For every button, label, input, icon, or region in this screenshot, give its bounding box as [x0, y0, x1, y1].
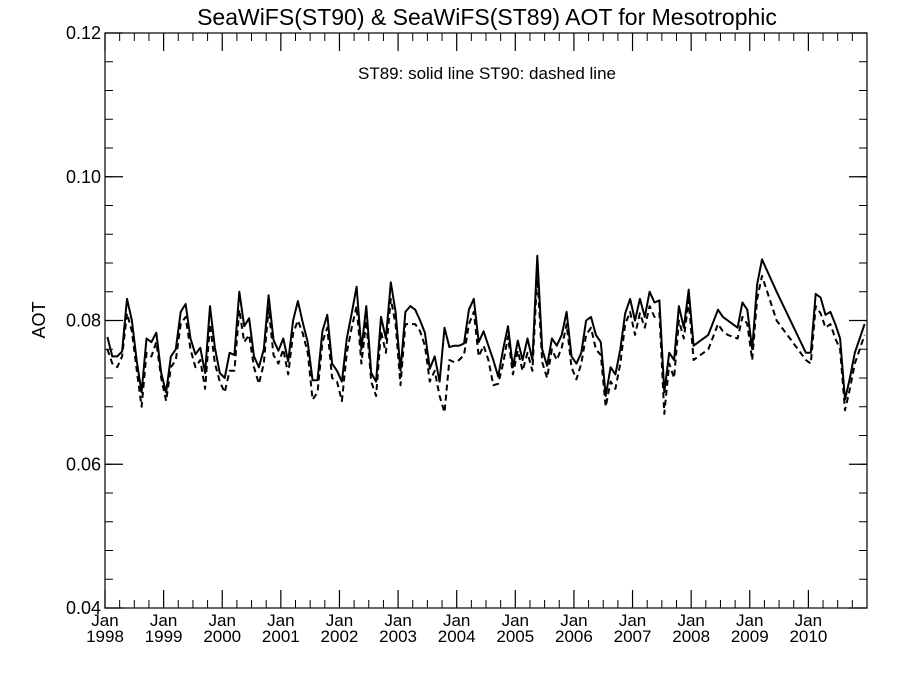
x-tick-year-label: 1999 [145, 627, 183, 646]
series-line-st90 [106, 272, 866, 415]
x-tick-month-label: Jan [502, 611, 529, 630]
series-layer [106, 254, 866, 415]
x-tick-month-label: Jan [91, 611, 118, 630]
x-tick-month-label: Jan [384, 611, 411, 630]
x-tick-month-label: Jan [560, 611, 587, 630]
x-tick-month-label: Jan [795, 611, 822, 630]
plot-area-frame [104, 32, 868, 609]
x-tick-month-label: Jan [209, 611, 236, 630]
chart-title: SeaWiFS(ST90) & SeaWiFS(ST89) AOT for Me… [197, 4, 777, 30]
x-tick-year-label: 2004 [438, 627, 476, 646]
x-tick-year-label: 2002 [321, 627, 359, 646]
x-tick-month-label: Jan [736, 611, 763, 630]
y-axis-ticks: 0.04 0.06 0.08 0.10 0.12 [66, 23, 867, 618]
x-tick-year-label: 1998 [86, 627, 124, 646]
x-tick-year-label: 2007 [614, 627, 652, 646]
x-tick-year-label: 2009 [731, 627, 769, 646]
x-tick-year-label: 2003 [379, 627, 417, 646]
x-tick-month-label: Jan [267, 611, 294, 630]
y-tick-label: 0.10 [66, 167, 101, 187]
x-tick-month-label: Jan [677, 611, 704, 630]
y-tick-label: 0.06 [66, 454, 101, 474]
x-tick-year-label: 2001 [262, 627, 300, 646]
x-axis-ticks: Jan1998Jan1999Jan2000Jan2001Jan2002Jan20… [86, 33, 853, 646]
x-tick-month-label: Jan [326, 611, 353, 630]
x-tick-year-label: 2006 [555, 627, 593, 646]
x-tick-month-label: Jan [443, 611, 470, 630]
x-tick-year-label: 2010 [789, 627, 827, 646]
x-tick-year-label: 2008 [672, 627, 710, 646]
y-tick-label: 0.12 [66, 23, 101, 43]
series-line-st89 [106, 254, 866, 401]
y-tick-label: 0.04 [66, 598, 101, 618]
series-style-note: ST89: solid line ST90: dashed line [358, 64, 616, 83]
x-tick-year-label: 2000 [203, 627, 241, 646]
x-tick-month-label: Jan [619, 611, 646, 630]
x-tick-month-label: Jan [150, 611, 177, 630]
y-axis-label: AOT [29, 301, 49, 338]
y-tick-label: 0.08 [66, 311, 101, 331]
x-tick-year-label: 2005 [496, 627, 534, 646]
